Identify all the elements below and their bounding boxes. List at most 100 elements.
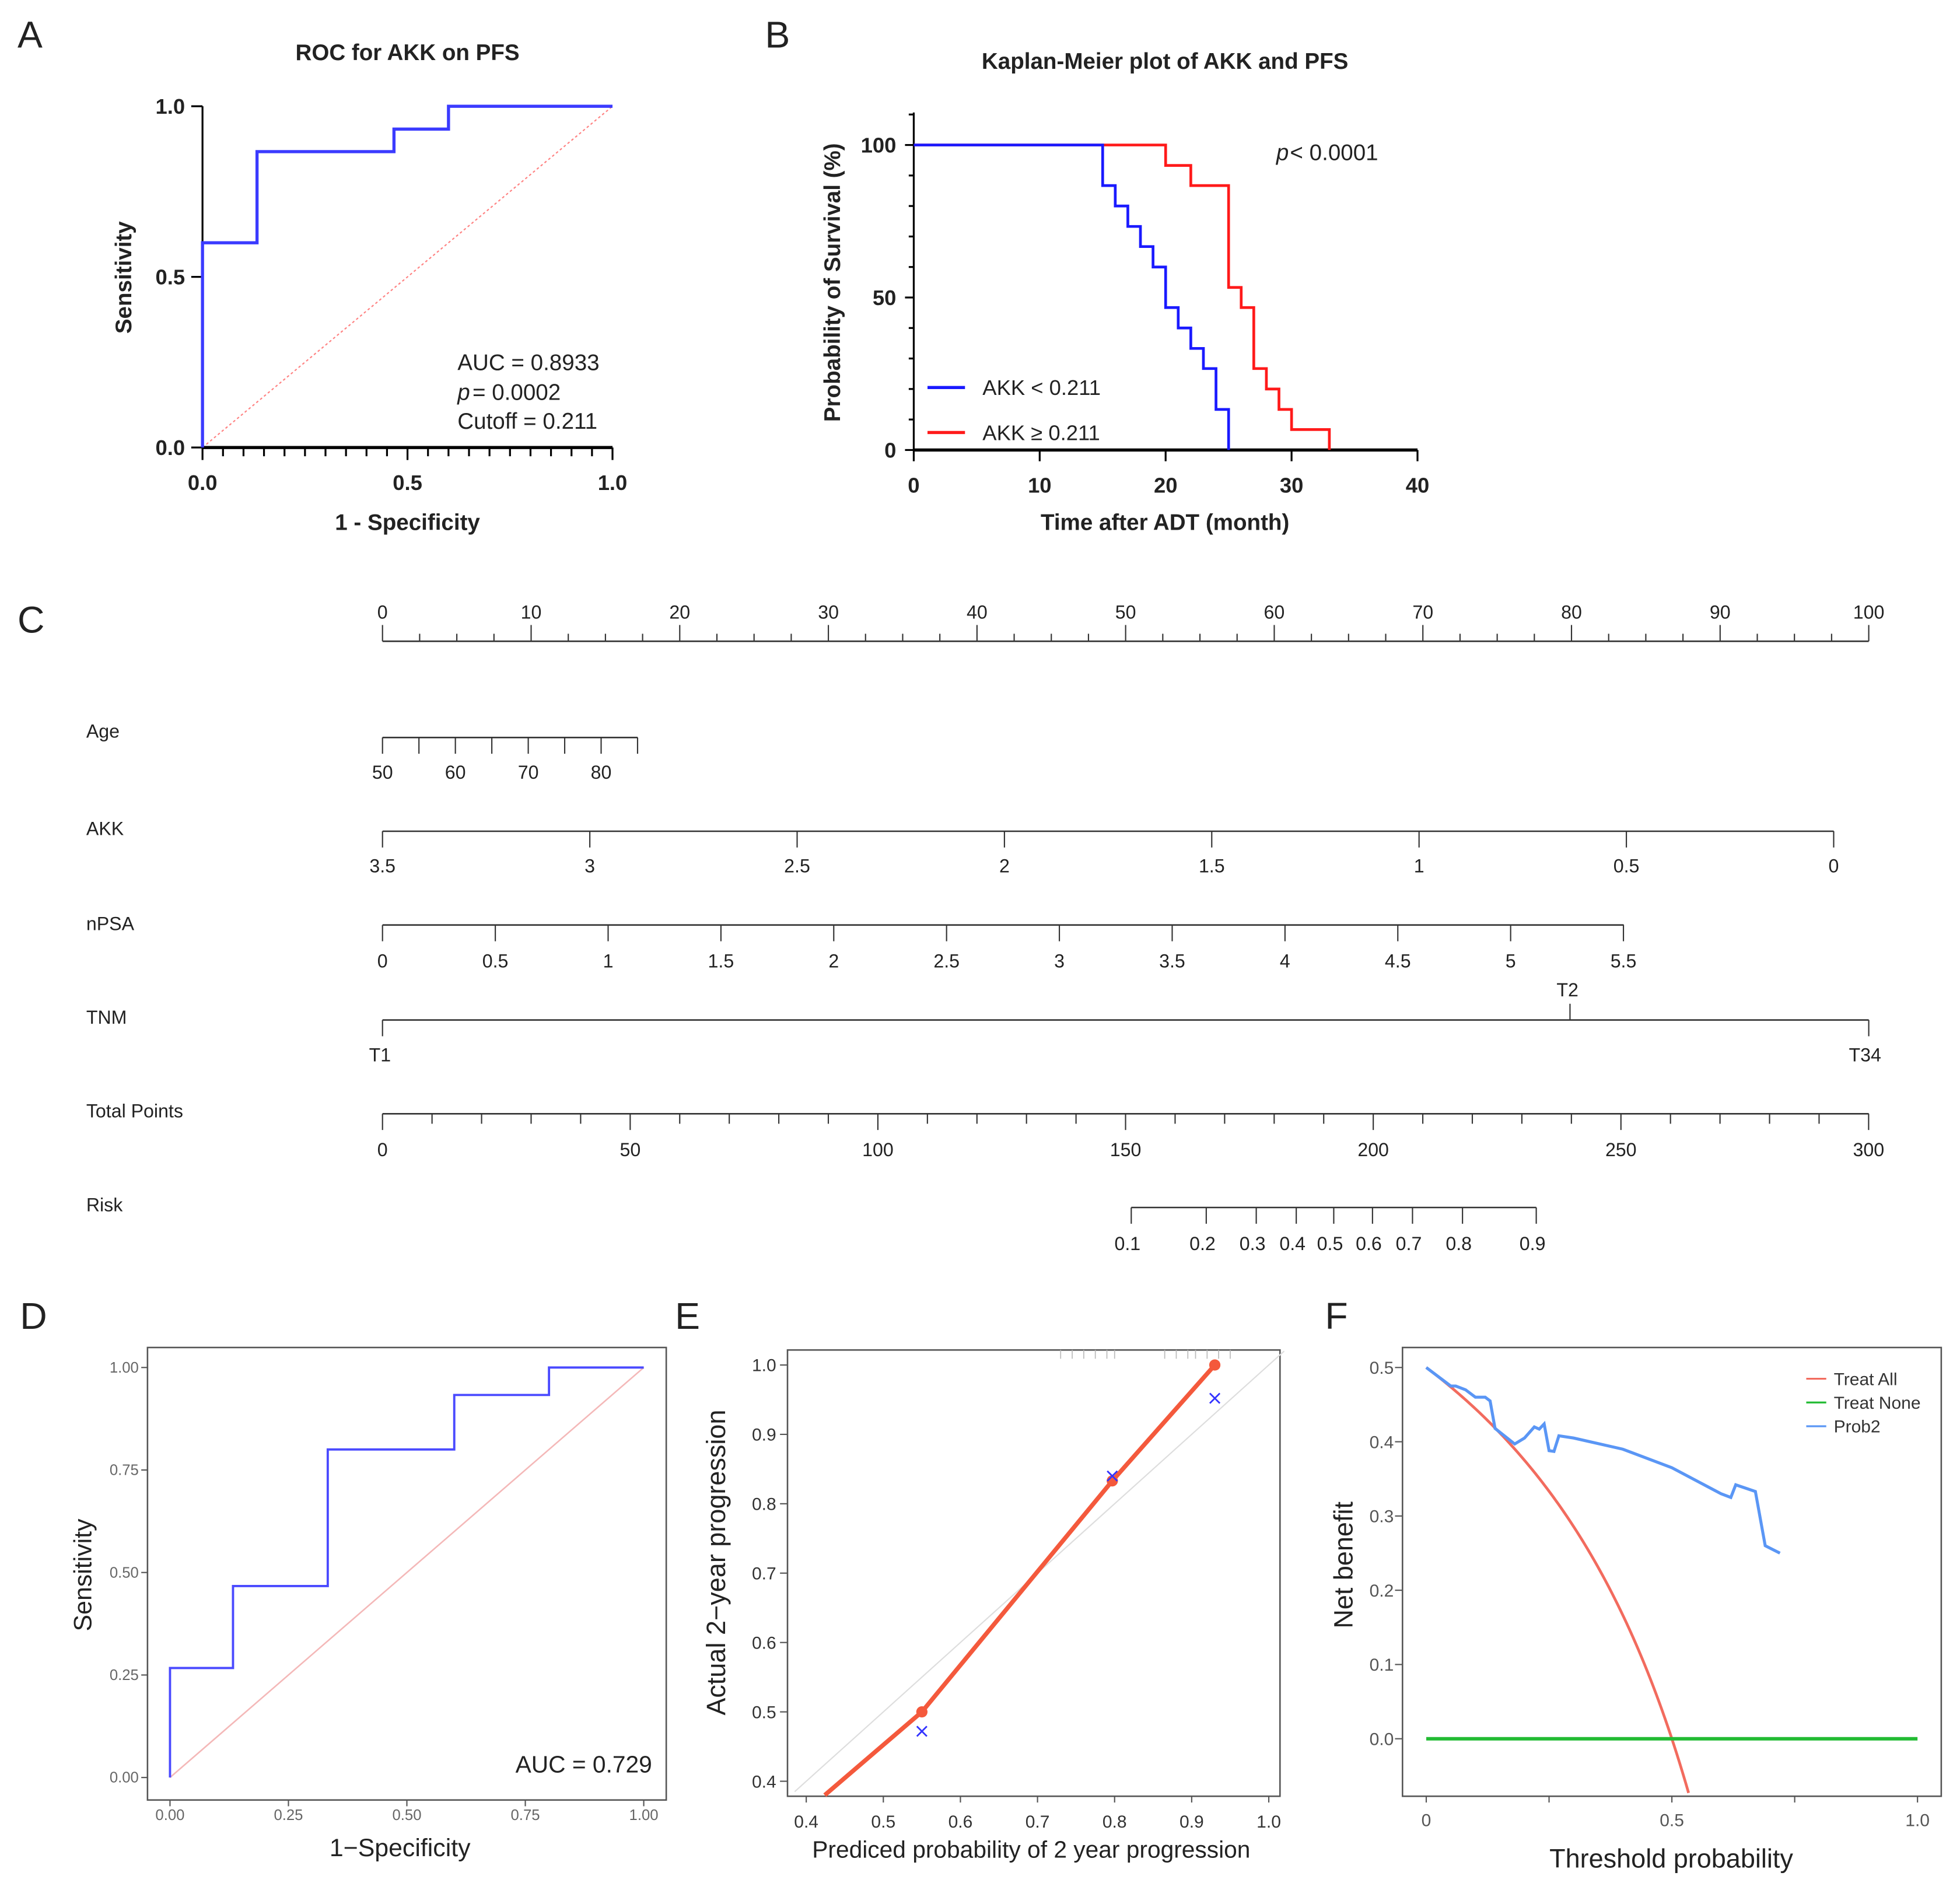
nomogram-row-label: Risk [86,1194,123,1215]
x-tick-label: 1.00 [629,1807,659,1824]
y-tick-label: 0.3 [1370,1507,1394,1527]
points-tick-label: 30 [818,602,839,623]
y-tick-label: 1.0 [156,94,186,118]
y-axis-label: Probability of Survival (%) [820,143,845,422]
x-tick-label: 20 [1154,473,1178,497]
panel-a-title: ROC for AKK on PFS [295,40,519,65]
x-tick-label: 0.5 [1660,1811,1684,1831]
x-tick-label: 0 [908,473,919,497]
legend-label: AKK < 0.211 [982,376,1101,400]
tnm-label-t2: T2 [1556,979,1578,1000]
treat-all-curve [1425,1366,1690,1794]
total-points-tick-label: 300 [1853,1139,1885,1160]
panel-label-F: F [1325,1295,1348,1337]
npsa-tick-label: 3 [1054,951,1065,972]
x-tick-label: 0.7 [1026,1812,1050,1832]
auc-annotation: AUC = 0.729 [516,1751,652,1778]
points-tick-label: 50 [1115,602,1136,623]
akk-tick-label: 2 [999,856,1010,877]
nomogram-row-label: AKK [86,818,124,839]
y-tick-label: 0.2 [1370,1581,1394,1601]
legend-label: Treat None [1834,1394,1921,1413]
points-tick-label: 100 [1853,602,1885,623]
x-tick-label: 1.0 [1905,1811,1930,1831]
x-tick-label: 0.50 [392,1807,421,1824]
nomogram-row-label: TNM [86,1007,127,1028]
x-tick-label: 0.5 [393,471,422,495]
npsa-tick-label: 5.5 [1611,951,1637,972]
x-marker [1209,1392,1221,1404]
points-tick-label: 20 [669,602,690,623]
akk-tick-label: 1.5 [1199,856,1225,877]
p-italic: p [457,380,470,405]
x-tick-label: 0.9 [1180,1812,1204,1832]
total-points-tick-label: 200 [1357,1139,1389,1160]
risk-tick-label: 0.1 [1115,1233,1141,1254]
y-tick-label: 0.8 [752,1495,776,1514]
y-axis-label: Sensitivity [69,1518,97,1631]
cutoff-annotation: Cutoff = 0.211 [457,409,597,434]
panel-label-A: A [18,13,43,55]
npsa-tick-label: 2.5 [933,951,960,972]
npsa-tick-label: 3.5 [1159,951,1185,972]
points-tick-label: 10 [521,602,542,623]
total-points-tick-label: 250 [1605,1139,1637,1160]
y-tick-label: 0.0 [156,436,186,460]
akk-tick-label: 1 [1414,856,1424,877]
panel-label-B: B [765,13,790,55]
legend-label: AKK ≥ 0.211 [982,421,1100,444]
y-axis-label: Sensitivity [111,221,136,334]
roc-curve [169,1366,644,1778]
y-tick-label: 0.75 [110,1462,139,1479]
nomogram-row-label: Age [86,720,120,741]
y-tick-label: 0.1 [1370,1656,1394,1675]
npsa-tick-label: 0.5 [482,951,509,972]
x-tick-label: 10 [1028,473,1052,497]
prob2-curve [1425,1366,1781,1555]
x-tick-label: 0.8 [1102,1812,1127,1832]
x-tick-label: 1.0 [598,471,628,495]
tnm-label-t34: T34 [1849,1044,1881,1065]
x-tick-label: 0.00 [155,1807,184,1824]
y-tick-label: 0.4 [752,1772,776,1791]
npsa-tick-label: 4 [1280,951,1290,972]
y-tick-label: 1.0 [752,1356,776,1376]
x-tick-label: 40 [1406,473,1430,497]
points-tick-label: 90 [1710,602,1731,623]
y-tick-label: 0.5 [752,1703,776,1722]
akk-tick-label: 0 [1829,856,1839,877]
y-tick-label: 0.25 [110,1667,139,1684]
x-marker [1107,1470,1118,1482]
x-axis-label: Prediced probability of 2 year progressi… [812,1836,1250,1863]
npsa-tick-label: 5 [1506,951,1516,972]
npsa-tick-label: 4.5 [1385,951,1411,972]
risk-tick-label: 0.4 [1279,1233,1306,1254]
x-tick-label: 0 [1422,1811,1432,1831]
x-axis-label: 1−Specificity [330,1834,471,1862]
p-value-label: < 0.0001 [1290,140,1378,165]
nomogram-row-label: nPSA [86,913,135,934]
risk-tick-label: 0.8 [1446,1233,1472,1254]
roc-curve [201,104,612,448]
x-tick-label: 1.0 [1256,1812,1281,1832]
total-points-tick-label: 0 [377,1139,388,1160]
y-axis-label: Net benefit [1329,1502,1359,1629]
y-tick-label: 0.00 [110,1770,139,1786]
p-value-annotation: = 0.0002 [473,380,561,405]
bias-corrected-point-x [916,1726,928,1737]
y-tick-label: 100 [861,133,897,157]
y-tick-label: 0.50 [110,1564,139,1581]
x-marker [916,1726,928,1737]
apparent-calibration-curve [823,1363,1217,1797]
reference-diagonal [169,1367,645,1779]
bias-corrected-point-x [1107,1470,1118,1482]
y-tick-label: 0.5 [156,265,186,289]
points-tick-label: 60 [1264,602,1285,623]
y-axis-label: Actual 2−year progression [701,1410,731,1716]
x-axis-label: Time after ADT (month) [1041,510,1289,536]
y-tick-label: 0.6 [752,1633,776,1653]
total-points-tick-label: 50 [620,1139,640,1160]
reference-diagonal [202,106,613,448]
km-curve-low-akk [914,144,1230,450]
npsa-tick-label: 0 [377,951,388,972]
